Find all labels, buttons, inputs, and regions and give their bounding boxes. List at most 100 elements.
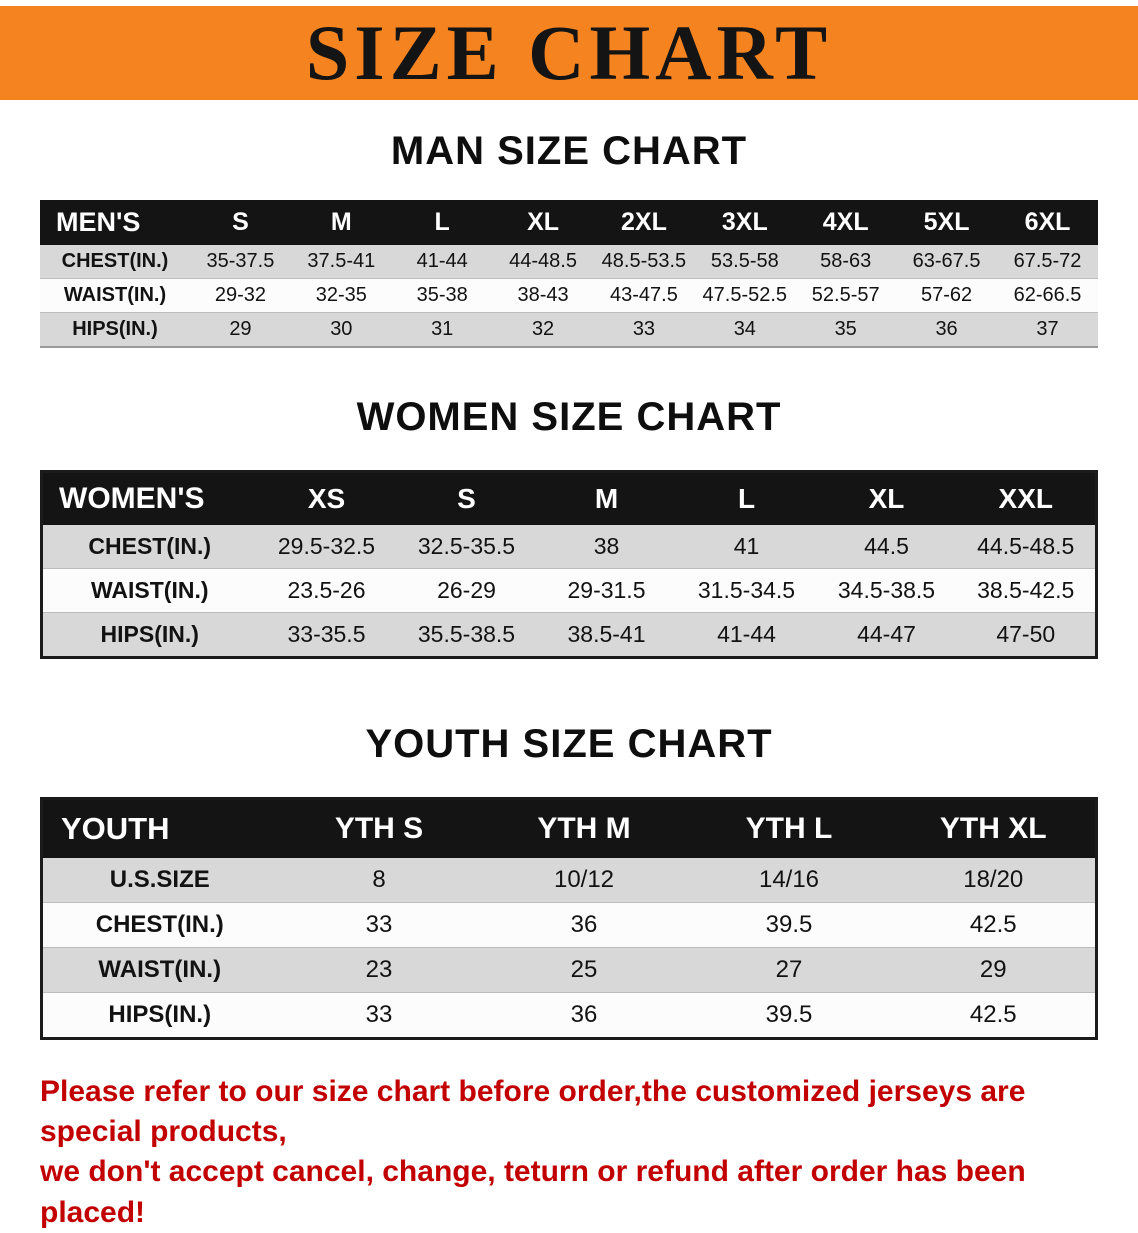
size-value-cell: 47-50	[996, 621, 1056, 647]
size-column-header: L	[676, 471, 817, 525]
women-size-table: WOMEN'S XS S M L XL XXL CHEST(IN.) 29.5-32.5 32.5…	[40, 470, 1098, 659]
size-value-cell: 32	[531, 318, 555, 340]
size-value-cell: 37	[1036, 318, 1059, 340]
size-value-cell: 53.5-58	[710, 250, 779, 272]
size-value-cell: 36	[570, 911, 598, 938]
note-line-1: Please refer to our size chart before or…	[40, 1075, 1026, 1149]
size-value-cell: 34	[733, 318, 756, 340]
table-row: HIPS(IN.) 33 36 39.5 42.5	[41, 992, 1097, 1039]
size-value-cell: 23.5-26	[287, 577, 366, 603]
size-value-cell: 67.5-72	[1013, 250, 1082, 272]
youth-table-title: YOUTH	[41, 798, 277, 858]
women-table-title: WOMEN'S	[41, 471, 257, 525]
size-value-cell: 39.5	[765, 1001, 813, 1028]
section-men: MAN SIZE CHART MEN'S S M L XL 2XL 3XL 4XL 5XL 6XL…	[0, 128, 1138, 348]
size-value-cell: 42.5	[969, 911, 1017, 938]
size-value-cell: 35-38	[416, 284, 468, 306]
size-value-cell: 23	[365, 956, 393, 983]
section-women: WOMEN SIZE CHART WOMEN'S XS S M L XL XXL CHEST(…	[0, 394, 1138, 659]
size-column-header: M	[290, 200, 392, 245]
size-value-cell: 29	[229, 318, 252, 340]
measurement-label: WAIST(IN.)	[90, 577, 209, 603]
size-value-cell: 10/12	[553, 866, 615, 893]
size-column-header: S	[396, 471, 537, 525]
page-title: SIZE CHART	[305, 9, 833, 96]
size-column-header: YTH S	[276, 798, 482, 858]
table-row: CHEST(IN.) 33 36 39.5 42.5	[41, 902, 1097, 948]
size-column-header: YTH M	[481, 798, 687, 858]
size-value-cell: 63-67.5	[912, 250, 981, 272]
measurement-label: CHEST(IN.)	[61, 250, 169, 272]
size-value-cell: 18/20	[963, 866, 1024, 893]
size-value-cell: 26-29	[437, 577, 496, 603]
size-column-header: L	[391, 200, 493, 245]
size-value-cell: 36	[935, 318, 958, 340]
size-value-cell: 35-37.5	[206, 250, 275, 272]
size-value-cell: 35.5-38.5	[417, 621, 516, 647]
size-value-cell: 58-63	[820, 250, 872, 272]
size-value-cell: 34.5-38.5	[837, 577, 936, 603]
size-column-header: 2XL	[593, 200, 695, 245]
size-value-cell: 41-44	[416, 250, 468, 272]
size-column-header: M	[536, 471, 677, 525]
size-value-cell: 41	[733, 533, 760, 559]
measurement-label: WAIST(IN.)	[98, 956, 222, 983]
measurement-label: U.S.SIZE	[109, 866, 210, 893]
measurement-label: CHEST(IN.)	[95, 911, 224, 938]
measurement-label: HIPS(IN.)	[108, 1001, 212, 1028]
size-value-cell: 42.5	[969, 1001, 1017, 1028]
size-value-cell: 33-35.5	[287, 621, 366, 647]
size-value-cell: 30	[330, 318, 353, 340]
size-value-cell: 44-47	[857, 621, 916, 647]
care-note: Please refer to our size chart before or…	[0, 1072, 1138, 1233]
measurement-label: CHEST(IN.)	[88, 533, 212, 559]
men-header-row: MEN'S S M L XL 2XL 3XL 4XL 5XL 6XL	[40, 200, 1098, 245]
size-value-cell: 62-66.5	[1013, 284, 1082, 306]
table-row: CHEST(IN.) 35-37.5 37.5-41 41-44 44-48.5 48.5…	[40, 245, 1098, 279]
size-value-cell: 41-44	[717, 621, 776, 647]
table-row: WAIST(IN.) 23 25 27 29	[41, 947, 1097, 993]
size-column-header: XS	[256, 471, 397, 525]
size-value-cell: 52.5-57	[811, 284, 880, 306]
table-row: WAIST(IN.) 29-32 32-35 35-38 38-43 43-47.5 47.…	[40, 278, 1098, 313]
size-value-cell: 33	[365, 911, 393, 938]
men-size-table: MEN'S S M L XL 2XL 3XL 4XL 5XL 6XL CHEST(IN.) 35-37…	[40, 200, 1098, 348]
size-value-cell: 57-62	[920, 284, 973, 306]
size-value-cell: 43-47.5	[610, 284, 678, 306]
size-column-header: S	[190, 200, 291, 245]
size-column-header: 4XL	[795, 200, 897, 245]
size-value-cell: 25	[570, 956, 598, 983]
size-value-cell: 37.5-41	[307, 250, 376, 272]
size-value-cell: 38-43	[517, 284, 569, 306]
men-table-title: MEN'S	[40, 200, 190, 245]
size-column-header: XL	[816, 471, 957, 525]
measurement-label: WAIST(IN.)	[63, 284, 167, 306]
size-column-header: XL	[492, 200, 594, 245]
table-row: CHEST(IN.) 29.5-32.5 32.5-35.5 38 41 44.5 44.5…	[41, 525, 1097, 569]
size-value-cell: 29-32	[214, 284, 267, 306]
women-section-heading: WOMEN SIZE CHART	[356, 395, 782, 439]
youth-header-row: YOUTH YTH S YTH M YTH L YTH XL	[41, 798, 1097, 858]
youth-section-heading: YOUTH SIZE CHART	[365, 722, 773, 766]
size-value-cell: 48.5-53.5	[601, 250, 687, 272]
size-value-cell: 32.5-35.5	[417, 533, 516, 559]
size-column-header: 6XL	[997, 200, 1098, 245]
measurement-label: HIPS(IN.)	[100, 621, 199, 647]
size-value-cell: 33	[365, 1001, 393, 1028]
size-column-header: YTH XL	[891, 798, 1097, 858]
youth-size-table: YOUTH YTH S YTH M YTH L YTH XL U.S.SIZE 8 10/12…	[40, 797, 1098, 1040]
women-header-row: WOMEN'S XS S M L XL XXL	[41, 471, 1097, 525]
size-value-cell: 44-48.5	[509, 250, 577, 272]
size-value-cell: 29-31.5	[567, 577, 646, 603]
size-column-header: 5XL	[896, 200, 997, 245]
size-value-cell: 31.5-34.5	[697, 577, 796, 603]
table-row: U.S.SIZE 8 10/12 14/16 18/20	[41, 858, 1097, 903]
size-value-cell: 44.5-48.5	[977, 533, 1075, 559]
size-value-cell: 47.5-52.5	[702, 284, 788, 306]
measurement-label: HIPS(IN.)	[72, 318, 158, 340]
table-row: HIPS(IN.) 29 30 31 32 33 34 35 36 37	[40, 312, 1098, 347]
men-section-heading: MAN SIZE CHART	[390, 129, 748, 173]
size-value-cell: 29	[979, 956, 1007, 983]
size-value-cell: 44.5	[864, 533, 909, 559]
size-value-cell: 39.5	[765, 911, 813, 938]
